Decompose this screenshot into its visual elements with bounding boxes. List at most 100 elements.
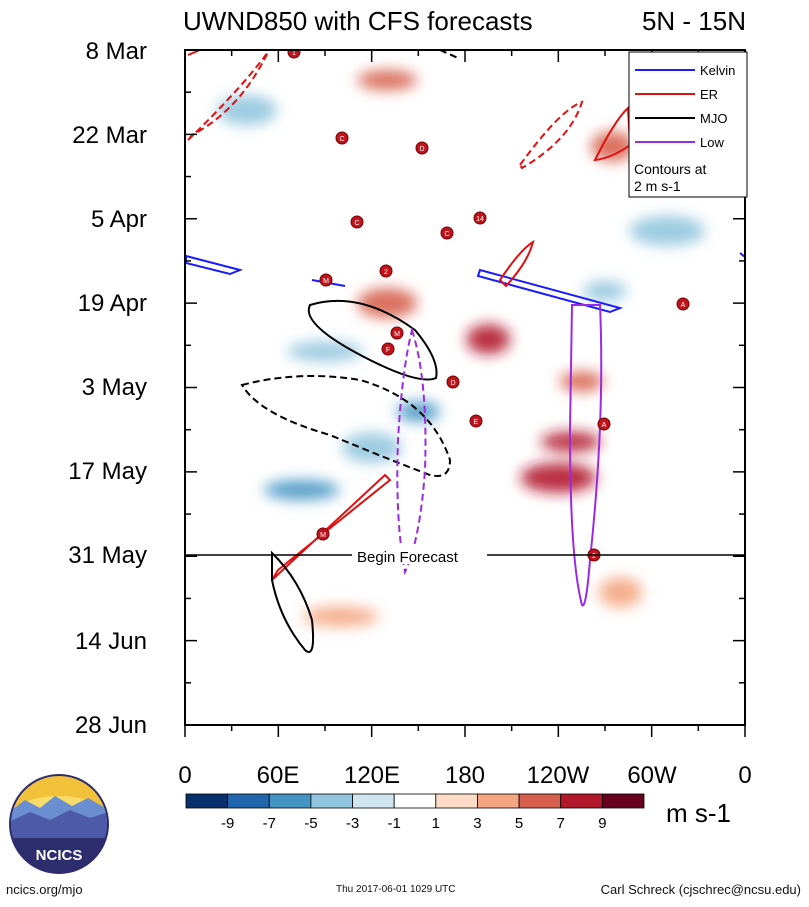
y-tick-label: 22 Mar — [72, 122, 147, 149]
storm-marker — [469, 414, 483, 428]
footer-author: Carl Schreck (cjschrec@ncsu.edu) — [600, 882, 801, 897]
anomaly-blob — [559, 371, 604, 392]
storm-marker-label: C — [354, 220, 359, 227]
colorbar-swatch — [518, 793, 562, 809]
legend-label-kelvin: Kelvin — [700, 63, 735, 78]
storm-marker-label: A — [681, 302, 686, 309]
colorbar-swatch — [435, 793, 478, 809]
storm-marker-label: D — [450, 380, 455, 387]
er-contour-4 — [518, 100, 584, 170]
storm-marker-label: 1 — [292, 50, 296, 57]
storm-marker-label: M — [394, 331, 400, 338]
colorbar-swatch — [601, 793, 645, 809]
anomaly-blob — [520, 462, 597, 493]
colorbar-swatch — [185, 793, 229, 809]
forecast-label-bg — [352, 547, 487, 564]
storm-marker — [473, 211, 487, 225]
forecast-label: Begin Forecast — [357, 549, 459, 566]
colorbar-swatch — [310, 793, 353, 809]
legend-note: 2 m s-1 — [634, 178, 681, 194]
anomaly-blob — [302, 606, 379, 627]
logo-hills — [11, 810, 107, 840]
storm-marker — [446, 375, 460, 389]
anomaly-blob — [357, 288, 418, 319]
storm-marker — [350, 215, 364, 229]
colorbar: -9 -7 -5 -3 -1 1 3 5 7 9 — [185, 793, 645, 832]
legend: Kelvin ER MJO Low Contours at 2 m s-1 — [628, 51, 748, 198]
storm-marker — [287, 50, 301, 59]
y-tick-label: 17 May — [68, 458, 147, 485]
storm-marker — [415, 141, 429, 155]
ncics-logo: NCICS — [9, 774, 109, 874]
colorbar-level: 7 — [557, 815, 565, 832]
storm-marker — [335, 131, 349, 145]
y-tick-label: 14 Jun — [75, 628, 147, 655]
storm-marker — [597, 417, 611, 431]
legend-label-low: Low — [700, 135, 724, 150]
anomaly-blob — [263, 479, 340, 500]
storm-marker-label: C — [339, 136, 344, 143]
mjo-contour-1 — [307, 299, 438, 381]
anomaly-blob — [466, 324, 511, 355]
colorbar-swatch — [393, 793, 437, 809]
storm-marker-label: D — [419, 146, 424, 153]
storm-marker — [390, 326, 404, 340]
legend-box — [628, 51, 748, 198]
storm-marker — [319, 273, 333, 287]
footer-url: ncics.org/mjo — [6, 882, 83, 897]
x-tick-label: 180 — [445, 762, 485, 789]
axis-ticks — [184, 49, 746, 737]
er-contour-1 — [271, 473, 392, 581]
colorbar-level: -1 — [388, 815, 401, 832]
anomaly-blob — [217, 95, 278, 126]
low-contour-2 — [396, 326, 427, 576]
anomaly-blob — [590, 131, 635, 162]
y-tick-label: 28 Jun — [75, 712, 147, 739]
legend-label-mjo: MJO — [700, 111, 727, 126]
colorbar-level: 3 — [473, 815, 481, 832]
kelvin-contour-2 — [476, 268, 624, 314]
low-contour-1 — [568, 304, 603, 607]
x-tick-label: 0 — [178, 762, 191, 789]
storm-marker-label: 2 — [592, 553, 596, 560]
y-axis-labels: 8 Mar 22 Mar 5 Apr 19 Apr 3 May 17 May 3… — [68, 38, 147, 739]
storm-marker — [316, 527, 330, 541]
x-axis-labels: 0 60E 120E 180 120W 60W 0 — [178, 762, 751, 789]
storm-marker — [676, 297, 690, 311]
colorbar-level: -7 — [263, 815, 276, 832]
x-tick-label: 60E — [257, 762, 300, 789]
anomaly-blob — [357, 70, 418, 91]
colorbar-units: m s-1 — [666, 798, 731, 828]
anomaly-blob — [598, 577, 643, 608]
storm-marker — [440, 226, 454, 240]
colorbar-level: -3 — [346, 815, 359, 832]
x-tick-label: 120E — [344, 762, 400, 789]
anomaly-blob — [341, 432, 402, 463]
y-tick-label: 8 Mar — [86, 38, 147, 65]
colorbar-level: 1 — [432, 815, 440, 832]
colorbar-level: 5 — [515, 815, 523, 832]
y-tick-label: 5 Apr — [91, 206, 147, 233]
chart-title: UWND850 with CFS forecasts — [183, 6, 533, 36]
colorbar-swatch — [477, 793, 520, 809]
y-tick-label: 31 May — [68, 542, 147, 569]
mjo-contour-2 — [240, 375, 452, 477]
colorbar-swatch — [352, 793, 395, 809]
mjo-contour-4 — [439, 50, 459, 59]
storm-marker-label: F — [386, 347, 390, 354]
chart-region: 5N - 15N — [642, 6, 746, 36]
colorbar-level: -9 — [221, 815, 234, 832]
mjo-contour-3 — [271, 550, 315, 653]
storm-marker-label: E — [474, 419, 479, 426]
colorbar-swatch — [268, 793, 312, 809]
y-tick-label: 19 Apr — [78, 290, 147, 317]
legend-label-er: ER — [700, 87, 718, 102]
x-tick-label: 60W — [627, 762, 677, 789]
storm-marker-label: C — [444, 231, 449, 238]
storm-marker-label: 14 — [476, 216, 484, 223]
colorbar-level: -5 — [304, 815, 317, 832]
x-tick-label: 0 — [738, 762, 751, 789]
x-tick-label: 120W — [527, 762, 590, 789]
colorbar-swatch — [227, 793, 270, 809]
